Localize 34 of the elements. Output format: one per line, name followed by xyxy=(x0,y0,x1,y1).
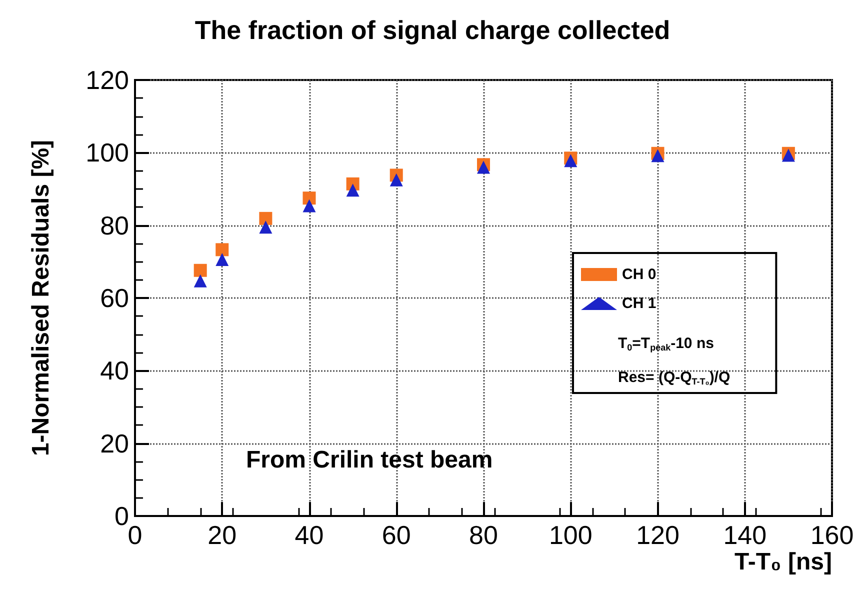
point xyxy=(259,220,272,234)
y-tick-label: 20 xyxy=(100,428,129,458)
point xyxy=(390,173,403,186)
point xyxy=(302,192,316,205)
x-tick-label: 160 xyxy=(810,520,854,550)
annotation: From Crilin test beam xyxy=(246,446,493,474)
x-tick-label: 40 xyxy=(294,520,324,550)
x-tick-label: 100 xyxy=(548,520,592,550)
x-tick-label: 120 xyxy=(636,520,680,550)
x-tick-label: 20 xyxy=(208,520,237,550)
point xyxy=(477,160,490,174)
y-tick-label: 80 xyxy=(100,210,129,240)
y-tick-label: 40 xyxy=(100,356,129,386)
x-axis-title: T-T₀ [ns] xyxy=(734,548,832,576)
point xyxy=(302,199,316,212)
point xyxy=(194,264,207,277)
x-tick-label: 60 xyxy=(382,520,411,550)
legend-label: CH 0 xyxy=(622,266,656,283)
x-tick-label: 80 xyxy=(469,520,498,550)
y-tick-label: 0 xyxy=(114,501,129,531)
y-tick-label: 120 xyxy=(86,65,129,95)
point xyxy=(194,274,207,288)
chart-title: The fraction of signal charge collected xyxy=(194,15,670,45)
point xyxy=(216,252,229,266)
point xyxy=(346,184,360,197)
point xyxy=(259,212,272,225)
point xyxy=(216,243,229,256)
y-axis-title: 1-Normalised Residuals [%] xyxy=(28,140,54,456)
y-tick-label: 100 xyxy=(86,138,129,168)
point xyxy=(564,154,578,168)
y-tick-label: 60 xyxy=(100,283,129,313)
x-tick-label: 140 xyxy=(723,520,767,550)
legend-label: CH 1 xyxy=(622,295,656,312)
point xyxy=(651,149,664,162)
